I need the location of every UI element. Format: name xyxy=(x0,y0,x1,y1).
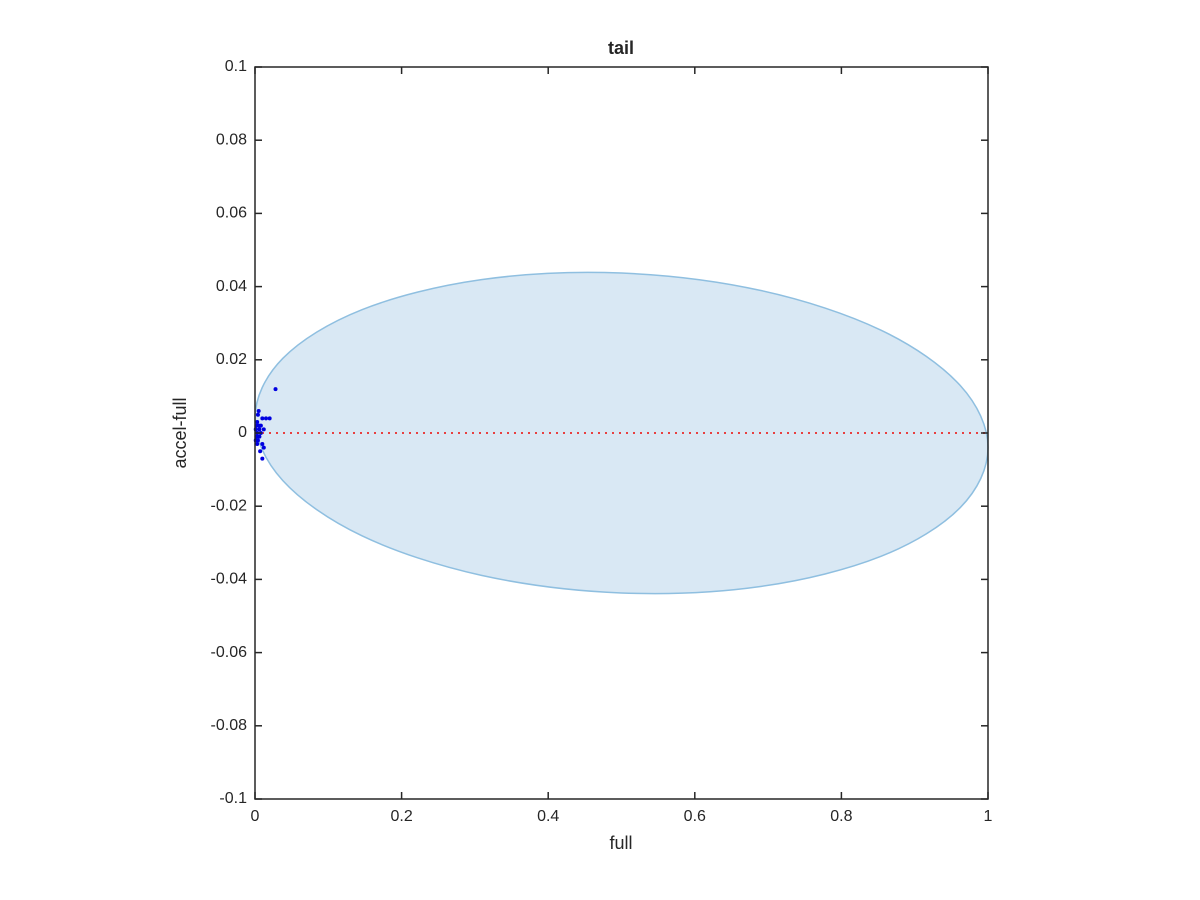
point xyxy=(256,409,261,414)
y-tick-label: -0.06 xyxy=(211,644,248,661)
point xyxy=(263,416,268,421)
point xyxy=(267,416,272,421)
y-tick-label: -0.1 xyxy=(219,790,247,807)
point xyxy=(255,420,260,425)
point xyxy=(260,441,265,446)
point xyxy=(261,427,266,432)
x-tick-label: 0 xyxy=(251,808,260,825)
y-tick-label: -0.04 xyxy=(211,571,248,588)
point xyxy=(255,441,260,446)
chart-title: tail xyxy=(608,38,634,58)
y-tick-label: 0.1 xyxy=(225,58,247,75)
x-tick-label: 1 xyxy=(984,808,993,825)
y-tick-label: 0.08 xyxy=(216,131,247,148)
point xyxy=(258,449,263,454)
y-tick-label: -0.02 xyxy=(211,497,248,514)
x-tick-label: 0.6 xyxy=(684,808,706,825)
x-tick-label: 0.4 xyxy=(537,808,559,825)
x-tick-label: 0.8 xyxy=(830,808,852,825)
point xyxy=(257,427,262,432)
y-tick-label: 0.04 xyxy=(216,278,247,295)
y-tick-label: 0 xyxy=(238,424,247,441)
point xyxy=(260,456,265,461)
point xyxy=(255,412,260,417)
y-axis-label: accel-full xyxy=(170,397,190,468)
point xyxy=(257,434,262,439)
y-tick-label: 0.06 xyxy=(216,205,247,222)
x-axis-label: full xyxy=(609,833,632,853)
y-tick-label: -0.08 xyxy=(211,717,248,734)
y-tick-label: 0.02 xyxy=(216,351,247,368)
x-tick-label: 0.2 xyxy=(390,808,412,825)
point xyxy=(258,423,263,428)
point xyxy=(273,387,278,392)
point xyxy=(260,416,265,421)
point xyxy=(261,445,266,450)
